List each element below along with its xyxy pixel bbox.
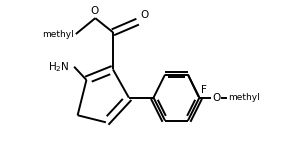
Text: O: O — [90, 6, 98, 16]
Text: H$_2$N: H$_2$N — [48, 60, 70, 74]
Text: methyl: methyl — [229, 93, 260, 102]
Text: O: O — [212, 93, 220, 103]
Text: F: F — [201, 85, 207, 95]
Text: methyl: methyl — [42, 30, 74, 39]
Text: O: O — [141, 10, 149, 20]
